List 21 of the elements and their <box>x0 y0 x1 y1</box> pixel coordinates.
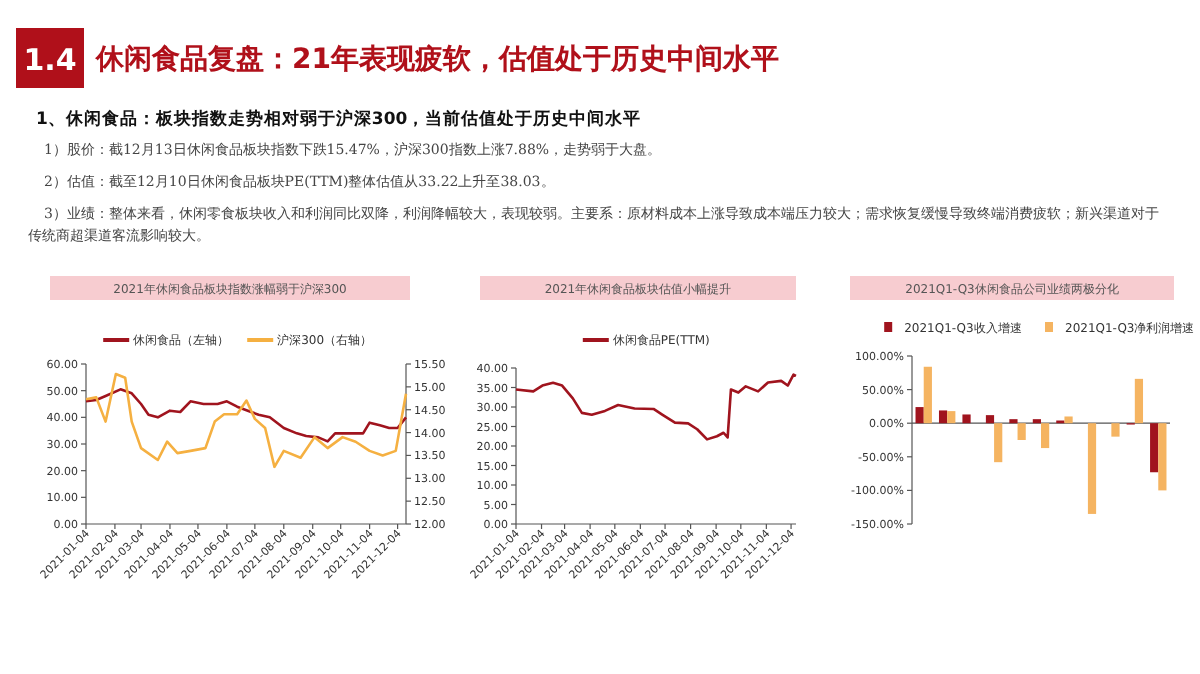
text: 1.4 <box>23 42 77 78</box>
line-series <box>84 388 408 443</box>
bar <box>1017 423 1026 440</box>
bar <box>1087 423 1097 514</box>
bar <box>1150 423 1159 473</box>
line-series <box>514 373 798 441</box>
bar <box>923 366 932 424</box>
bar <box>1158 423 1167 491</box>
bar <box>938 410 948 424</box>
bar <box>947 411 956 424</box>
bar <box>1041 423 1050 449</box>
bar <box>994 423 1003 463</box>
text: 1、休闲食品：板块指数走势相对弱于沪深300，当前估值处于历史中间水平 <box>36 108 642 130</box>
bar <box>915 407 924 424</box>
bar <box>1111 423 1120 437</box>
bar <box>1134 378 1144 424</box>
line-series <box>84 372 408 469</box>
bar <box>962 414 971 424</box>
bar <box>985 415 995 424</box>
text: 休闲食品复盘：21年表现疲软，估值处于历史中间水平 <box>94 42 779 76</box>
bar <box>1064 416 1073 424</box>
